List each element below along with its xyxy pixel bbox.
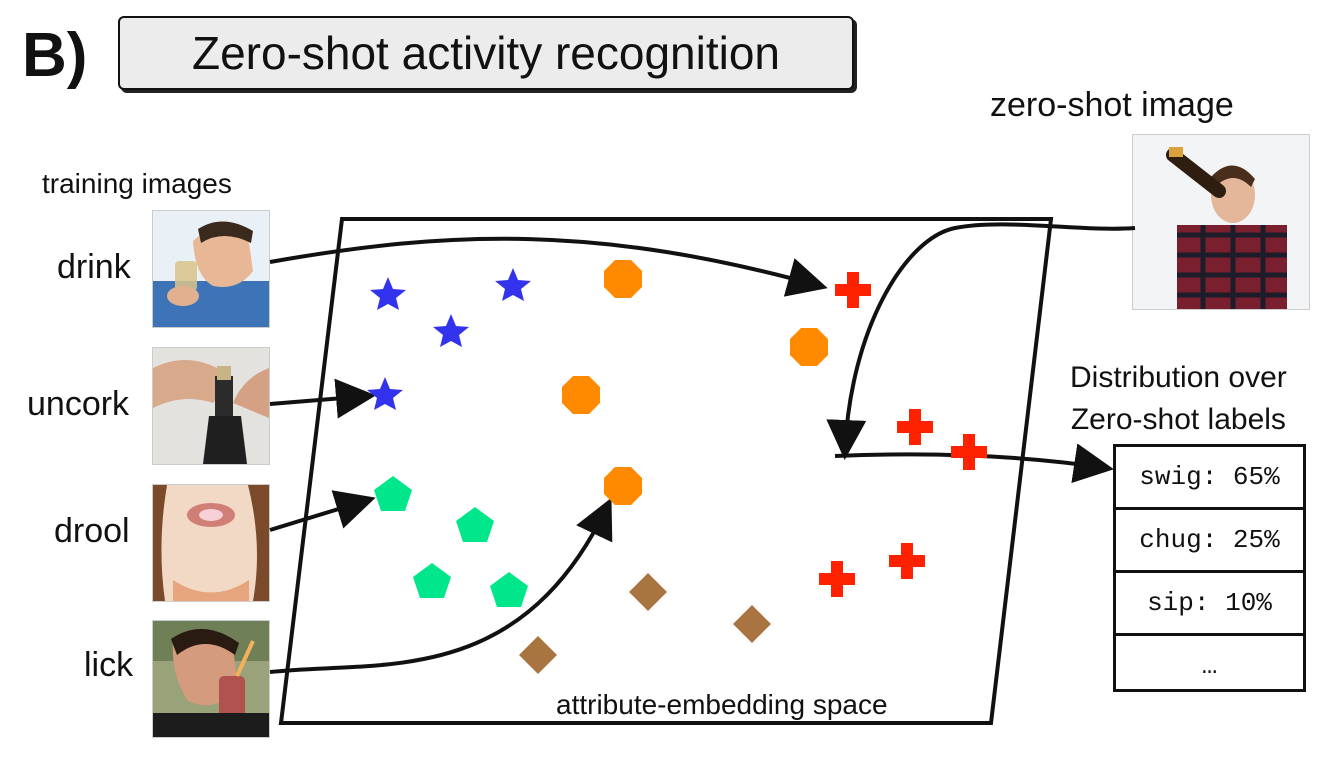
activity-label-uncork: uncork [27, 385, 130, 423]
star-marker [433, 314, 469, 347]
training-image-uncork [152, 347, 270, 465]
distribution-row: sip: 10% [1116, 573, 1303, 636]
title-box: Zero-shot activity recognition [118, 16, 854, 90]
activity-label-drool: drool [54, 512, 130, 550]
training-image-drool [152, 484, 270, 602]
octagon-marker [604, 467, 642, 505]
star-marker [367, 377, 403, 410]
star-marker [495, 268, 531, 301]
zero-shot-image-label: zero-shot image [990, 86, 1234, 124]
distribution-row: chug: 25% [1116, 510, 1303, 573]
distribution-heading: Distribution over Zero-shot labels [1070, 357, 1287, 441]
arrow-uncork [269, 378, 376, 419]
octagon-marker [790, 328, 828, 366]
pentagon-marker [490, 572, 528, 607]
cross-marker [835, 272, 871, 308]
cross-marker [897, 409, 933, 445]
cross-marker [819, 561, 855, 597]
distribution-table: swig: 65% chug: 25% sip: 10% … [1113, 444, 1306, 692]
panel-letter: B) [22, 21, 88, 90]
diamond-marker [519, 636, 557, 674]
octagon-marker [562, 376, 600, 414]
distribution-heading-line-2: Zero-shot labels [1070, 403, 1286, 436]
distribution-heading-line-1: Distribution over [1070, 361, 1287, 394]
training-image-lick [152, 620, 270, 738]
embedding-space-frame [278, 217, 1054, 725]
arrow-lick [269, 497, 613, 674]
octagon-marker [604, 260, 642, 298]
activity-label-drink: drink [57, 248, 131, 286]
distribution-row: … [1201, 651, 1218, 681]
activity-label-lick: lick [84, 646, 134, 684]
arrow-drink [269, 236, 828, 297]
title: Zero-shot activity recognition [191, 27, 781, 79]
diamond-marker [629, 573, 667, 611]
diamond-marker [733, 605, 771, 643]
arrow-zero-shot-projection [826, 222, 1136, 460]
arrow-drool [269, 490, 376, 532]
distribution-row: swig: 65% [1116, 447, 1303, 510]
training-image-drink [152, 210, 270, 328]
star-marker [370, 277, 406, 310]
space-label: attribute-embedding space [556, 689, 888, 720]
cross-marker [889, 543, 925, 579]
zero-shot-image [1132, 134, 1310, 310]
pentagon-marker [456, 507, 494, 542]
pentagon-marker [374, 476, 412, 511]
pentagon-marker [413, 563, 451, 598]
cross-marker [951, 434, 987, 470]
training-images-label: training images [42, 168, 232, 199]
